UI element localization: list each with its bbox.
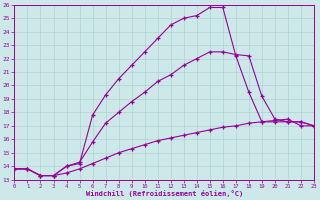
X-axis label: Windchill (Refroidissement éolien,°C): Windchill (Refroidissement éolien,°C) [85,190,243,197]
